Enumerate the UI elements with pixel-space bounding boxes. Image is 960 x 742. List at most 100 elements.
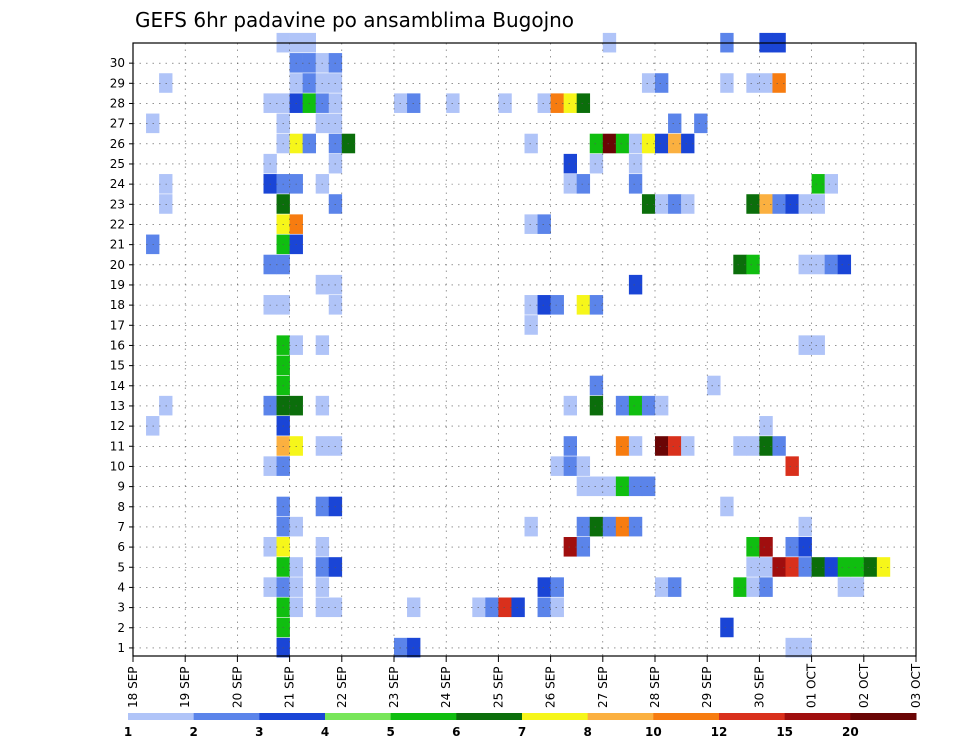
heatmap-cell	[602, 133, 617, 154]
heatmap-cell	[798, 637, 812, 658]
x-tick-label: 21 SEP	[283, 666, 297, 708]
heatmap-cell	[668, 113, 682, 134]
heatmap-cell	[589, 516, 604, 537]
heatmap-cell	[641, 73, 656, 93]
heatmap-cell	[720, 617, 734, 638]
heatmap-cell	[641, 194, 656, 214]
heatmap-cell	[746, 557, 760, 577]
x-tick-label: 27 SEP	[596, 666, 610, 708]
heatmap-cell	[798, 335, 812, 355]
heatmap-cell	[407, 93, 421, 113]
heatmap-cell	[668, 577, 682, 597]
colorbar-swatch	[522, 713, 589, 720]
heatmap-cell	[772, 194, 786, 214]
heatmap-cell	[276, 617, 290, 638]
heatmap-cell	[785, 537, 799, 557]
y-tick-label: 8	[117, 500, 125, 514]
heatmap-cell	[550, 577, 564, 597]
heatmap-cell	[524, 315, 538, 335]
heatmap-cell	[263, 456, 277, 476]
heatmap-cell	[589, 375, 604, 396]
colorbar-label: 6	[452, 725, 460, 739]
heatmap-cell	[655, 577, 669, 597]
heatmap-cell	[798, 516, 812, 537]
y-tick-label: 24	[110, 177, 125, 191]
x-tick-label: 25 SEP	[491, 666, 505, 708]
x-tick-label: 28 SEP	[648, 666, 662, 708]
heatmap-cell	[746, 436, 760, 456]
heatmap-cell	[576, 516, 591, 537]
heatmap-cell	[315, 395, 330, 416]
heatmap-cell	[289, 93, 303, 113]
heatmap-cell	[328, 496, 343, 517]
heatmap-cell	[681, 133, 695, 154]
heatmap-cell	[733, 254, 747, 275]
heatmap-cell	[824, 254, 838, 275]
y-tick-label: 30	[110, 56, 125, 70]
heatmap-cell	[589, 295, 604, 315]
heatmap-cell	[589, 153, 604, 174]
heatmap-cell	[655, 133, 669, 154]
colorbar-swatch	[193, 713, 260, 720]
heatmap-cell	[563, 93, 577, 113]
heatmap-cell	[811, 254, 825, 275]
colorbar-label: 8	[583, 725, 591, 739]
y-tick-label: 9	[117, 480, 125, 494]
heatmap-cell	[615, 476, 630, 497]
y-tick-label: 5	[117, 560, 125, 574]
plot-frame	[132, 42, 917, 657]
x-tick-label: 26 SEP	[544, 666, 558, 708]
heatmap-cell	[263, 537, 277, 557]
heatmap-cell	[341, 133, 356, 154]
heatmap-cell	[811, 335, 825, 355]
heatmap-cell	[759, 577, 773, 597]
heatmap-cell	[276, 133, 290, 154]
heatmap-cell	[772, 436, 786, 456]
heatmap-cell	[628, 133, 643, 154]
heatmap-cell	[655, 73, 669, 93]
colorbar-swatch	[128, 713, 195, 720]
x-tick-label: 02 OCT	[857, 663, 871, 708]
heatmap-cell	[524, 133, 538, 154]
heatmap-cell	[811, 557, 825, 577]
heatmap-cell	[694, 113, 708, 134]
x-tick-label: 03 OCT	[909, 663, 923, 708]
heatmap-cell	[302, 93, 316, 113]
heatmap-cell	[276, 395, 290, 416]
heatmap-cell	[302, 53, 316, 73]
x-tick-label: 20 SEP	[230, 666, 244, 708]
heatmap-cell	[733, 436, 747, 456]
heatmap-cells	[146, 32, 891, 658]
heatmap-cell	[263, 93, 277, 113]
heatmap-cell	[524, 214, 538, 234]
colorbar-label: 1	[124, 725, 132, 739]
heatmap-cell	[302, 133, 316, 154]
heatmap-cell	[759, 416, 773, 436]
colorbar-label: 20	[842, 725, 859, 739]
heatmap-cell	[289, 133, 303, 154]
y-tick-label: 18	[110, 298, 125, 312]
colorbar-label: 4	[321, 725, 329, 739]
y-tick-label: 16	[110, 338, 125, 352]
heatmap-cell	[276, 335, 290, 355]
colorbar-swatch	[390, 713, 457, 720]
heatmap-cell	[589, 395, 604, 416]
heatmap-cell	[759, 194, 773, 214]
heatmap-cell	[759, 537, 773, 557]
heatmap-cell	[798, 557, 812, 577]
y-tick-label: 1	[117, 641, 125, 655]
heatmap-cell	[785, 557, 799, 577]
heatmap-cell	[550, 597, 564, 618]
heatmap-cell	[746, 254, 760, 275]
colorbar-swatch	[719, 713, 786, 720]
heatmap-cell	[655, 395, 669, 416]
heatmap-cell	[628, 476, 643, 497]
heatmap-cell	[668, 194, 682, 214]
heatmap-cell	[772, 73, 786, 93]
heatmap-cell	[589, 133, 604, 154]
colorbar-swatch	[784, 713, 851, 720]
heatmap-cell	[576, 476, 591, 497]
heatmap-cell	[720, 73, 734, 93]
heatmap-cell	[498, 597, 512, 618]
